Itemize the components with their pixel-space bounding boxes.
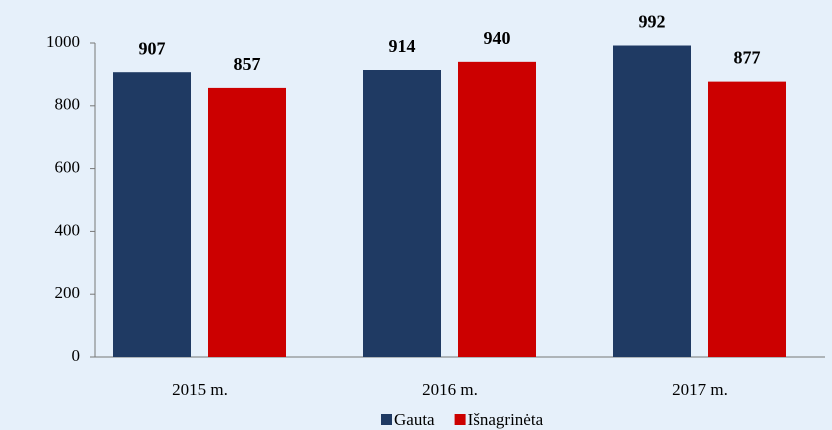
y-tick-label: 400 xyxy=(55,220,81,239)
legend-swatch xyxy=(381,414,392,425)
bar xyxy=(708,81,786,357)
bar xyxy=(458,61,536,358)
x-tick-label: 2015 m. xyxy=(172,380,228,399)
value-label: 907 xyxy=(139,38,166,58)
bar xyxy=(613,45,691,358)
legend-label: Išnagrinėta xyxy=(468,410,544,429)
legend-label: Gauta xyxy=(394,410,435,429)
y-tick-label: 600 xyxy=(55,158,81,177)
y-tick-label: 800 xyxy=(55,95,81,114)
bar xyxy=(208,87,286,357)
y-tick-label: 0 xyxy=(72,346,81,365)
x-tick-label: 2016 m. xyxy=(422,380,478,399)
bar xyxy=(113,72,191,358)
bar xyxy=(363,70,441,357)
value-label: 992 xyxy=(639,12,666,32)
value-label: 914 xyxy=(389,36,416,56)
value-label: 940 xyxy=(484,28,511,48)
value-label: 857 xyxy=(234,54,261,74)
y-tick-label: 1000 xyxy=(46,32,80,51)
value-label: 877 xyxy=(734,48,761,68)
x-tick-label: 2017 m. xyxy=(672,380,728,399)
y-tick-label: 200 xyxy=(55,283,81,302)
legend-swatch xyxy=(454,414,466,425)
